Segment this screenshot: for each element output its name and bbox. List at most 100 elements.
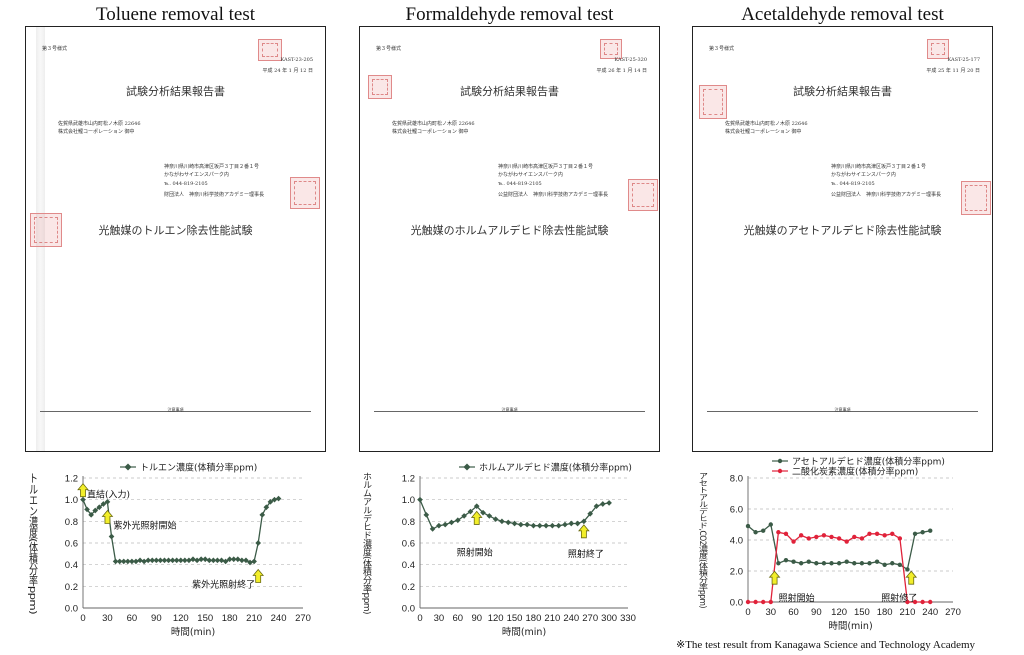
data-point	[798, 561, 804, 566]
y-tick-label: 0.2	[65, 582, 78, 593]
data-point	[821, 533, 827, 538]
report-title: 試験分析結果報告書	[126, 85, 225, 98]
client-name: 株式会社鯉コーポレーション 御中	[392, 129, 469, 135]
report-title: 試験分析結果報告書	[793, 85, 892, 98]
data-point	[829, 561, 834, 566]
y-tick-label: 0.2	[402, 582, 415, 593]
x-tick-label: 270	[582, 613, 598, 624]
data-point	[905, 567, 910, 572]
data-point	[141, 558, 147, 565]
x-tick-label: 210	[544, 613, 560, 624]
seal-stamp	[699, 85, 727, 119]
client-address: 佐賀県武雄市山内町松ノ木原 22646	[58, 121, 141, 127]
lab-name: 財団法人 神奈川科学技術アカデミー理事長	[164, 192, 265, 198]
data-point	[836, 536, 842, 541]
data-point	[137, 557, 143, 564]
data-point	[760, 599, 766, 605]
data-point	[492, 516, 499, 522]
notes-heading: 注意事項	[501, 407, 518, 412]
annotation-arrow	[252, 568, 265, 583]
data-point	[429, 526, 436, 532]
client-address: 佐賀県武雄市山内町松ノ木原 22646	[392, 121, 475, 127]
data-point	[247, 559, 253, 566]
data-point	[518, 521, 524, 528]
x-tick-label: 30	[434, 613, 445, 624]
y-tick-label: 0.0	[65, 604, 78, 615]
y-tick-label: 0.0	[730, 598, 743, 609]
data-point	[844, 539, 849, 544]
data-point	[259, 512, 266, 518]
data-point	[198, 556, 204, 563]
data-point	[587, 510, 594, 517]
x-tick-label: 0	[745, 607, 750, 618]
data-point	[890, 561, 895, 566]
data-point	[275, 495, 282, 502]
data-point	[234, 556, 241, 563]
annotation-label: 直結(入力)	[87, 489, 130, 501]
report-subject: 光触媒のアセトアルデヒド除去性能試験	[743, 224, 942, 237]
y-tick-label: 0.0	[402, 604, 415, 615]
lab-building: かながわサイエンスパーク内	[498, 172, 563, 178]
chart-formaldehyde: 0.0 0.2 0.4 0.6 0.8 1.0 1.2 0 30 60 90 120 150 180 210…	[354, 456, 659, 646]
column-title-acetaldehyde: Acetaldehyde removal test	[741, 4, 944, 25]
data-point	[562, 521, 568, 528]
lab-building: かながわサイエンスパーク内	[164, 172, 229, 178]
data-point	[890, 531, 895, 536]
data-point	[783, 531, 789, 536]
x-tick-label: 90	[811, 607, 822, 618]
y-tick-label: 0.4	[65, 560, 78, 571]
seal-stamp	[258, 39, 282, 61]
column-title-toluene: Toluene removal test	[95, 4, 256, 25]
seal-stamp	[628, 179, 658, 211]
data-point	[524, 521, 530, 528]
data-point	[897, 562, 903, 567]
data-point	[791, 539, 796, 544]
chart-acetaldehyde: 0.0 2.0 4.0 6.0 8.0 0 30 60 90 120 150 180 210 240 270…	[690, 456, 1000, 634]
legend-label: アセトアルデヒド濃度(体積分率ppm)	[792, 456, 945, 468]
legend-marker	[777, 458, 783, 464]
x-tick-label: 90	[151, 613, 162, 624]
data-point	[536, 522, 543, 529]
chart-toluene: 0.0 0.2 0.4 0.6 0.8 1.0 1.2 0 30 60 90 120 150 180 210…	[20, 456, 330, 646]
legend-label: トルエン濃度(体積分率ppm)	[140, 462, 257, 474]
y-tick-label: 0.4	[402, 560, 415, 571]
client-address: 佐賀県武雄市山内町松ノ木原 22646	[725, 121, 808, 127]
x-tick-label: 330	[620, 613, 636, 624]
x-tick-label: 210	[246, 613, 262, 624]
data-point	[768, 522, 773, 527]
x-tick-label: 60	[127, 613, 138, 624]
data-point	[568, 520, 575, 527]
y-tick-label: 1.2	[402, 474, 415, 485]
seal-stamp	[290, 177, 320, 209]
data-point	[836, 561, 842, 566]
y-tick-label: 0.6	[65, 539, 78, 550]
x-tick-label: 240	[271, 613, 287, 624]
data-point	[499, 518, 505, 525]
x-tick-label: 150	[507, 613, 523, 624]
report-document-formaldehyde: 第３号様式 KAST-25-320 平成 26 年 1 月 14 日 試験分析結…	[359, 26, 660, 452]
data-point	[218, 557, 225, 564]
legend-label: ホルムアルデヒド濃度(体積分率ppm)	[479, 462, 632, 474]
report-subject: 光触媒のホルムアルデヒド除去性能試験	[410, 224, 609, 237]
x-tick-label: 300	[601, 613, 617, 624]
report-document-acetaldehyde: 第３号様式 KAST-25-177 平成 25 年 11 月 20 日 試験分析…	[692, 26, 993, 452]
data-point	[791, 559, 796, 564]
data-point	[928, 599, 933, 605]
report-date: 平成 26 年 1 月 14 日	[596, 68, 647, 74]
annotation-label: 照射修了	[881, 592, 917, 604]
legend-label: 二酸化炭素濃度(体積分率ppm)	[792, 466, 918, 478]
data-point	[829, 534, 834, 540]
y-tick-label: 0.8	[65, 517, 78, 528]
x-tick-label: 240	[922, 607, 938, 618]
data-point	[251, 558, 257, 565]
data-point	[80, 496, 86, 503]
divider	[40, 411, 311, 412]
notes-heading: 注意事項	[167, 407, 184, 412]
y-tick-label: 0.8	[402, 517, 415, 528]
data-point	[467, 508, 474, 515]
data-point	[844, 559, 849, 564]
annotation-label: 照射開始	[457, 546, 493, 558]
x-axis-label: 時間(min)	[828, 621, 872, 632]
x-tick-label: 120	[173, 613, 189, 624]
data-point	[255, 540, 262, 546]
